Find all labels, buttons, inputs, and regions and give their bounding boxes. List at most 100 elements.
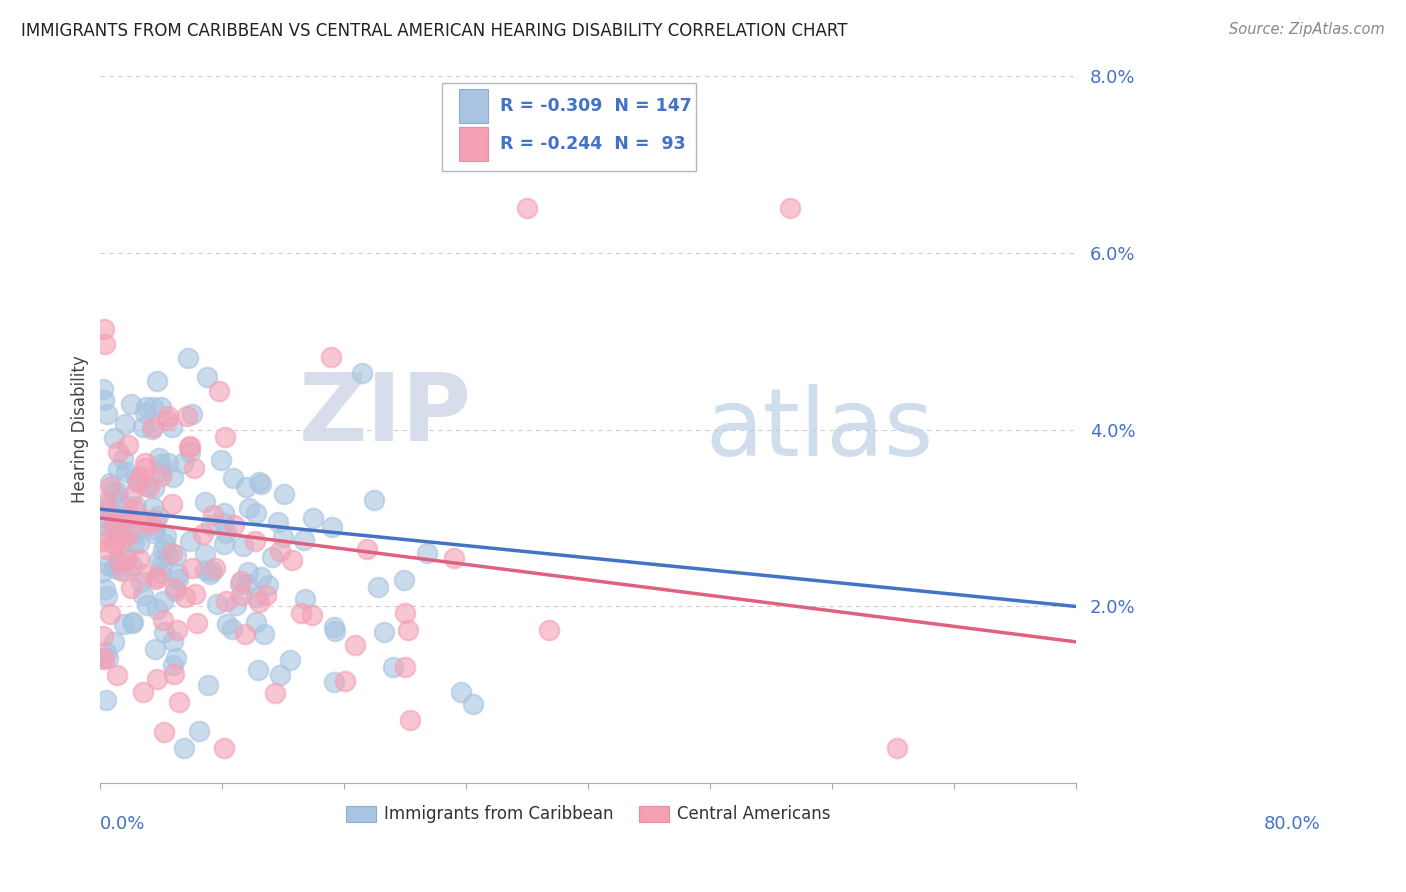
Point [148,451,170,466]
Point [90,565,112,579]
Point [398,714,420,728]
Point [450,685,472,699]
Y-axis label: Hearing Disability: Hearing Disability [72,356,89,503]
Point [294,592,316,607]
Point [323,675,346,690]
Point [91,382,114,396]
Point [162,633,184,648]
Point [165,549,187,563]
Point [128,470,150,484]
Point [125,500,148,514]
Point [115,552,138,566]
Point [127,475,149,489]
Text: IMMIGRANTS FROM CARIBBEAN VS CENTRAL AMERICAN HEARING DISABILITY CORRELATION CHA: IMMIGRANTS FROM CARIBBEAN VS CENTRAL AME… [21,22,848,40]
Point [121,524,143,538]
Point [143,642,166,657]
Point [134,406,156,420]
Point [121,559,143,574]
Point [232,539,254,553]
Point [107,444,129,458]
Point [343,638,366,652]
Point [516,201,538,215]
Point [104,508,127,522]
Point [245,615,267,629]
Point [104,517,127,532]
Point [100,607,122,622]
Point [181,561,204,575]
Point [290,606,312,620]
Point [162,546,184,560]
Point [112,531,135,545]
Point [235,480,257,494]
Point [319,351,342,365]
Point [394,659,416,673]
Point [112,617,135,632]
Point [200,517,222,532]
Point [323,624,346,638]
Point [97,650,120,665]
Point [215,526,238,541]
Point [148,552,170,566]
Point [204,561,226,575]
Point [396,623,419,637]
Point [134,513,156,527]
FancyBboxPatch shape [441,83,696,171]
Point [124,525,146,540]
Point [245,591,267,605]
Point [103,561,125,575]
Point [236,576,259,591]
Point [323,620,346,634]
Point [537,624,560,638]
Point [111,515,134,529]
Point [246,663,269,677]
Point [221,623,243,637]
Point [194,495,217,509]
Point [212,516,235,531]
Point [194,563,217,577]
Point [149,469,172,483]
Point [103,537,125,551]
Point [273,487,295,501]
Point [125,470,148,484]
Point [416,546,439,560]
Point [152,624,174,639]
Point [150,400,173,414]
Point [90,510,112,524]
Text: ZIP: ZIP [298,369,471,461]
Point [253,627,276,641]
Point [107,491,129,505]
Point [201,564,224,578]
Point [269,668,291,682]
Point [156,412,179,426]
Point [179,439,201,453]
Point [96,503,118,517]
Point [131,575,153,590]
Point [96,495,118,509]
Point [238,500,260,515]
Point [120,581,142,595]
Point [152,542,174,557]
Text: atlas: atlas [706,384,934,475]
Point [155,528,177,542]
Point [142,401,165,415]
Point [150,464,173,478]
Point [278,653,301,667]
Point [136,599,159,613]
Point [146,570,169,584]
Point [128,535,150,549]
Point [120,397,142,411]
Point [91,630,114,644]
Point [145,572,167,586]
Legend: Immigrants from Caribbean, Central Americans: Immigrants from Caribbean, Central Ameri… [342,800,835,829]
Point [177,440,200,454]
Point [262,550,284,565]
Point [114,417,136,431]
Point [142,500,165,515]
Point [335,673,357,688]
Point [127,475,149,489]
Point [115,549,138,564]
Point [205,597,228,611]
Point [180,408,202,422]
Bar [458,89,488,123]
Point [120,490,142,504]
